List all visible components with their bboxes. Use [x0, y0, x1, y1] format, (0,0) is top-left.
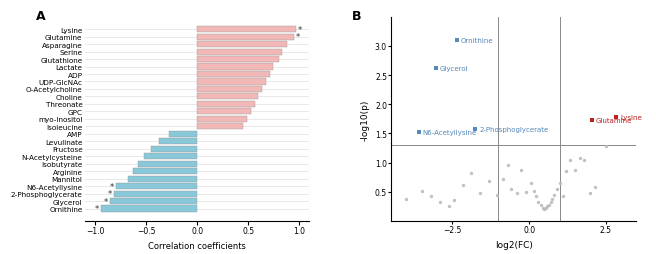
- Text: *: *: [110, 182, 114, 191]
- X-axis label: Correlation coefficients: Correlation coefficients: [148, 241, 246, 250]
- Bar: [113, 191, 197, 197]
- Point: [600, 145, 611, 149]
- Y-axis label: -log10(p): -log10(p): [360, 99, 369, 140]
- Point: [458, 183, 468, 187]
- Text: *: *: [295, 33, 300, 42]
- Text: *: *: [108, 189, 112, 198]
- Point: [470, 127, 481, 131]
- Point: [521, 190, 531, 194]
- Point: [535, 203, 546, 207]
- Point: [561, 170, 571, 174]
- Bar: [197, 35, 294, 41]
- Bar: [197, 101, 255, 107]
- Text: Glycerol: Glycerol: [440, 66, 468, 72]
- Point: [544, 203, 554, 207]
- Text: Ornithine: Ornithine: [461, 38, 493, 44]
- Point: [590, 185, 600, 189]
- Point: [435, 200, 445, 204]
- Point: [466, 171, 476, 176]
- Text: *: *: [297, 26, 302, 35]
- Text: 2-Phosphoglycerate: 2-Phosphoglycerate: [479, 126, 548, 132]
- Point: [541, 206, 551, 210]
- Point: [502, 164, 513, 168]
- Bar: [110, 198, 197, 204]
- Point: [545, 200, 556, 204]
- Point: [611, 116, 622, 120]
- Text: *: *: [94, 204, 99, 213]
- Bar: [197, 64, 274, 70]
- Point: [401, 197, 412, 201]
- Point: [452, 39, 462, 43]
- Point: [505, 187, 516, 191]
- Text: A: A: [36, 10, 46, 23]
- Point: [484, 180, 495, 184]
- Point: [533, 200, 544, 204]
- Point: [549, 193, 560, 197]
- Bar: [197, 49, 281, 55]
- Bar: [169, 131, 197, 137]
- Point: [558, 195, 568, 199]
- Point: [525, 181, 536, 185]
- X-axis label: log2(FC): log2(FC): [495, 240, 533, 249]
- Bar: [128, 176, 197, 182]
- Point: [491, 193, 502, 197]
- Bar: [197, 57, 279, 63]
- Bar: [197, 124, 243, 130]
- Point: [531, 195, 541, 199]
- Bar: [138, 161, 197, 167]
- Point: [543, 204, 553, 209]
- Point: [565, 158, 576, 162]
- Bar: [197, 72, 270, 78]
- Bar: [197, 79, 266, 85]
- Bar: [144, 153, 197, 160]
- Point: [585, 191, 596, 195]
- Bar: [197, 109, 251, 115]
- Point: [552, 187, 562, 191]
- Bar: [197, 94, 258, 100]
- Text: N6-Acetyllysine: N6-Acetyllysine: [422, 130, 477, 136]
- Point: [417, 189, 427, 193]
- Point: [575, 156, 585, 160]
- Point: [475, 191, 485, 195]
- Point: [444, 204, 455, 209]
- Point: [539, 207, 550, 211]
- Point: [579, 158, 590, 162]
- Point: [426, 195, 436, 199]
- Point: [529, 189, 539, 193]
- Point: [586, 119, 597, 123]
- Text: Glutamine: Glutamine: [596, 118, 632, 123]
- Point: [570, 168, 581, 172]
- Point: [449, 199, 459, 203]
- Point: [413, 131, 424, 135]
- Bar: [159, 139, 197, 145]
- Text: Lysine: Lysine: [620, 115, 642, 121]
- Point: [512, 192, 522, 196]
- Point: [498, 177, 508, 181]
- Bar: [116, 183, 197, 189]
- Bar: [197, 42, 287, 48]
- Bar: [197, 27, 296, 33]
- Bar: [133, 168, 197, 174]
- Bar: [197, 116, 247, 122]
- Point: [547, 197, 558, 201]
- Bar: [152, 146, 197, 152]
- Point: [554, 181, 565, 185]
- Point: [430, 67, 441, 71]
- Text: B: B: [352, 10, 361, 23]
- Bar: [197, 87, 262, 93]
- Text: *: *: [104, 197, 108, 206]
- Bar: [100, 206, 197, 212]
- Point: [516, 168, 527, 172]
- Point: [537, 206, 548, 210]
